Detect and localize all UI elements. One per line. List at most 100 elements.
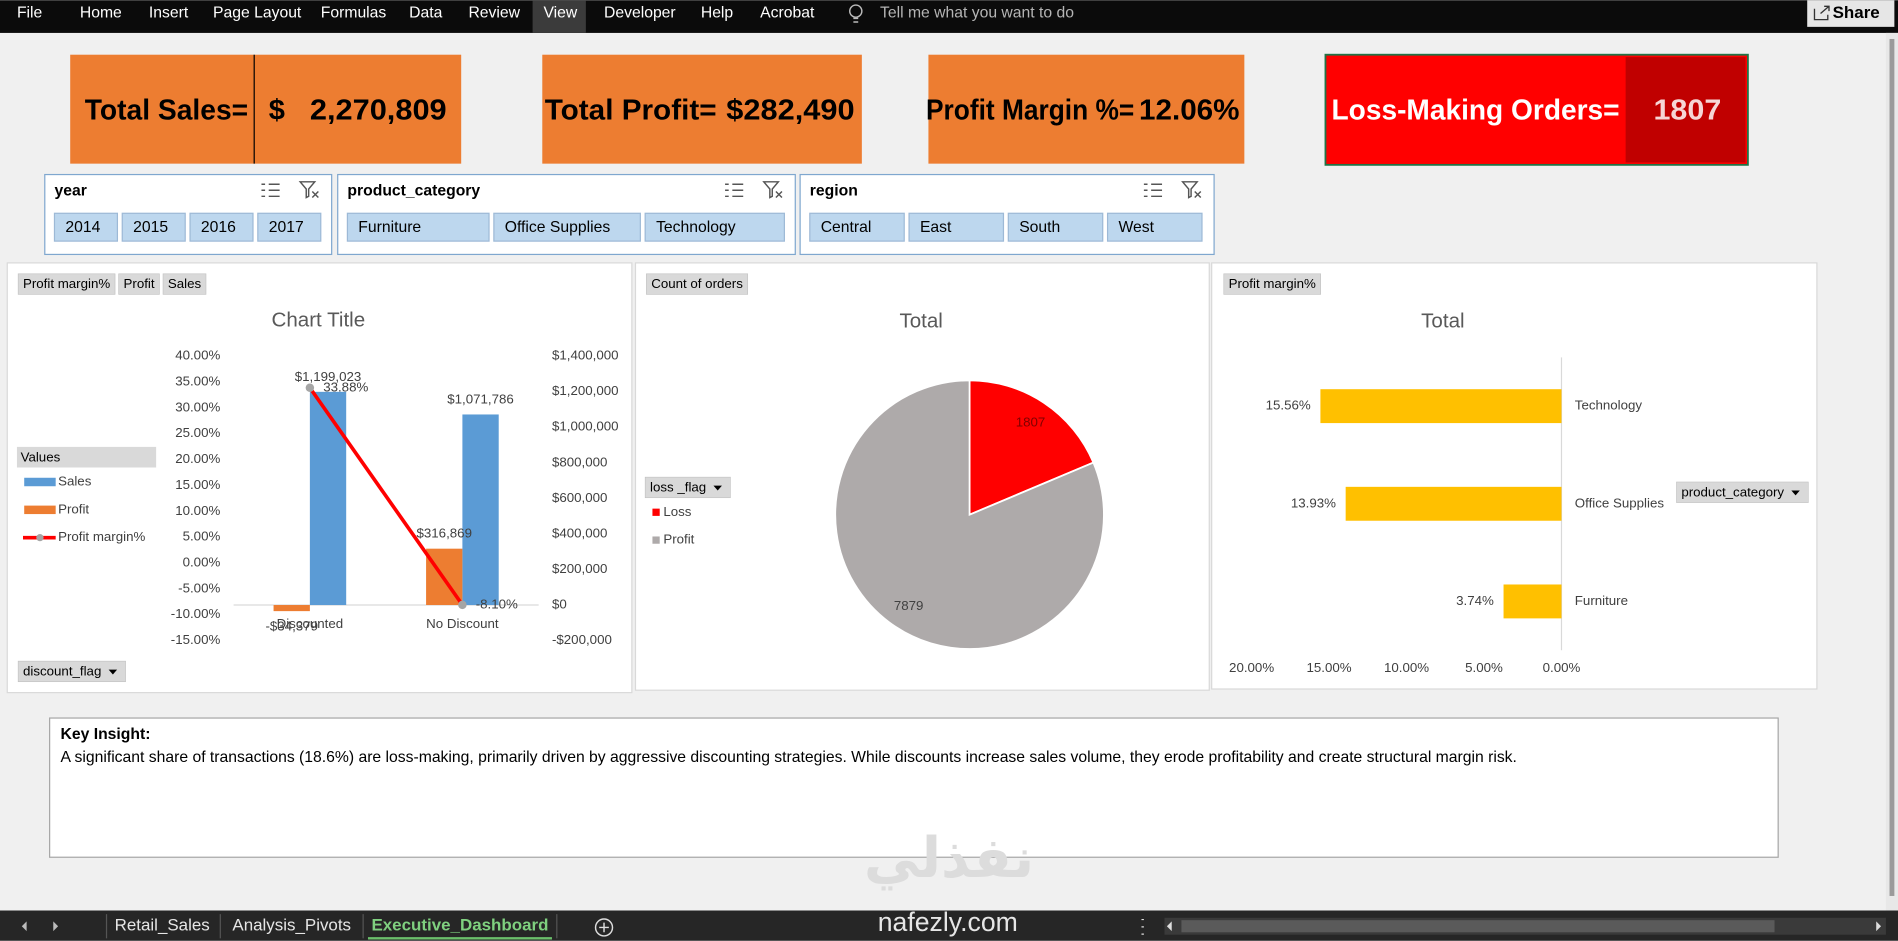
ribbon-bar [0,0,1898,33]
filter-button-bg[interactable] [1676,481,1809,503]
ribbon-tab[interactable]: Data [409,5,442,22]
sheet-tab[interactable]: Retail_Sales [115,916,210,935]
y2-tick-label: $1,400,000 [552,348,619,363]
dropdown-arrow[interactable] [713,485,722,491]
slicer-item-label[interactable]: Central [821,219,872,236]
share-label[interactable]: Share [1833,3,1880,22]
legend-label[interactable]: Profit margin% [58,529,145,544]
data-label: 3.74% [1456,593,1494,608]
slicer-item-label[interactable]: South [1019,219,1060,236]
slicer-item[interactable] [189,212,254,242]
slicer-item[interactable] [346,212,490,242]
ribbon-tab[interactable]: Home [80,5,122,22]
x-tick-label: 5.00% [1465,660,1503,675]
sheet-tab[interactable]: Analysis_Pivots [232,916,351,935]
filter-button[interactable]: product_category [1681,484,1784,499]
field-button-bg[interactable] [118,273,160,295]
legend-label[interactable]: Sales [58,474,92,489]
multi-select-icon[interactable] [725,183,744,198]
kpi-value: 12.06% [1139,94,1240,126]
kpi-box [542,54,862,164]
slicer-item[interactable] [493,212,641,242]
share-button[interactable] [1807,0,1895,27]
y-tick-label: 25.00% [175,425,220,440]
y-tick-label: -5.00% [178,580,220,595]
clear-filter-icon[interactable] [1181,181,1202,199]
slicer-item-label[interactable]: Technology [656,219,736,236]
y2-tick-label: $1,000,000 [552,419,619,434]
legend-label[interactable]: Profit [663,532,694,547]
dropdown-arrow[interactable] [108,669,118,675]
field-button-bg[interactable] [162,273,207,295]
field-button-bg[interactable] [1223,273,1321,295]
slicer-item[interactable] [1007,212,1104,242]
ribbon-tab[interactable]: Formulas [321,5,387,22]
add-sheet-button[interactable] [594,918,614,937]
field-button[interactable]: Profit [124,276,155,291]
legend-swatch [24,505,56,515]
ribbon-tab[interactable]: Developer [604,5,676,22]
slicer-item-label[interactable]: Office Supplies [505,219,611,236]
sheet-tab[interactable]: Executive_Dashboard [371,916,548,935]
data-label: 7879 [894,598,924,613]
scroll-thumb[interactable] [1889,38,1895,896]
data-label: 33.88% [323,379,368,394]
legend-label[interactable]: Profit [58,501,89,516]
slicer-item[interactable] [908,212,1005,242]
insight-text: A significant share of transactions (18.… [61,749,1517,766]
y-tick-label: -10.00% [171,606,221,621]
field-button-bg[interactable] [17,273,116,295]
x-tick-label: 0.00% [1543,660,1581,675]
legend-swatch [652,536,660,544]
filter-button[interactable]: loss _flag [650,480,706,495]
kpi-label: Profit Margin %= [926,94,1134,126]
ribbon-tab[interactable]: File [17,5,43,22]
field-button[interactable]: Sales [168,276,202,291]
slicer-item-label[interactable]: 2015 [133,219,168,236]
field-button-bg[interactable] [646,273,749,295]
clear-filter-icon[interactable] [762,181,783,199]
ribbon-tab[interactable]: View [543,5,577,22]
x-tick-label: 20.00% [1229,660,1274,675]
field-button[interactable]: Profit margin% [23,276,110,291]
slicer-item-label[interactable]: Furniture [358,219,421,236]
legend-label[interactable]: Loss [663,504,691,519]
horizontal-scroll-thumb[interactable] [1181,920,1775,933]
data-label: 13.93% [1291,495,1336,510]
data-label: $1,071,786 [447,391,514,406]
slicer-item-label[interactable]: East [920,219,952,236]
ribbon-tab[interactable]: Review [468,5,520,22]
slicer-item-label[interactable]: 2017 [269,219,304,236]
filter-button-bg[interactable] [17,660,126,683]
slicer-item-label[interactable]: 2014 [65,219,100,236]
kpi-label: Loss-Making Orders= [1332,94,1620,126]
watermark-site: nafezly.com [878,907,1018,937]
slicer-item[interactable] [644,212,785,242]
slicer-item-label[interactable]: 2016 [201,219,236,236]
multi-select-icon[interactable] [261,183,280,198]
slicer-item[interactable] [1106,212,1203,242]
slicer-item-label[interactable]: West [1118,219,1154,236]
active-ribbon-tab [532,0,586,33]
kpi-value: $282,490 [726,94,854,126]
ribbon-tab[interactable]: Help [701,5,734,22]
multi-select-icon[interactable] [1143,183,1163,198]
field-button[interactable]: Count of orders [651,276,743,291]
slicer-item[interactable] [809,212,905,242]
ribbon-tab[interactable]: Page Layout [213,5,302,22]
tell-me-search[interactable]: Tell me what you want to do [880,5,1074,22]
slicer-item[interactable] [121,212,186,242]
ribbon-tab[interactable]: Insert [149,5,189,22]
y-tick-label: 40.00% [175,348,220,363]
field-button[interactable]: Profit margin% [1229,276,1316,291]
filter-button[interactable]: discount_flag [23,664,101,679]
slicer-item[interactable] [257,212,322,242]
data-label: -8.10% [476,596,518,611]
dropdown-arrow[interactable] [1791,490,1800,496]
clear-filter-icon[interactable] [298,181,319,199]
ribbon-tab[interactable]: Acrobat [760,5,815,22]
filter-button-bg[interactable] [644,476,731,499]
tell-me-icon [849,4,863,23]
kpi-box [928,54,1245,164]
slicer-item[interactable] [53,212,119,242]
